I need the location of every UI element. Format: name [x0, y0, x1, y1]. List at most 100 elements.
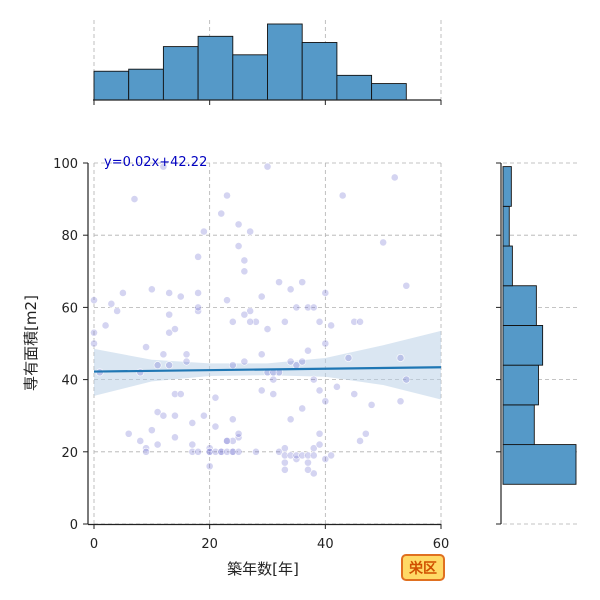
scatter-point	[176, 390, 185, 398]
y-tick-label: 60	[61, 301, 78, 316]
regression-equation: y=0.02x+42.22	[104, 155, 207, 170]
top-hist-bar	[162, 46, 199, 101]
scatter-point	[234, 429, 243, 438]
x-tick-label: 20	[201, 537, 218, 552]
scatter-point	[171, 433, 179, 442]
scatter-point	[90, 328, 98, 337]
scatter-point	[147, 285, 156, 294]
scatter-point	[257, 292, 266, 301]
scatter-point	[199, 227, 208, 236]
scatter-point	[171, 325, 179, 333]
y-tick-label: 40	[61, 374, 78, 389]
right-hist-bar	[502, 245, 513, 287]
scatter-point	[159, 162, 168, 171]
scatter-point	[228, 317, 237, 326]
top-hist-bar	[267, 23, 303, 101]
scatter-point	[321, 339, 330, 348]
scatter-point	[304, 346, 312, 355]
scatter-point	[113, 307, 122, 315]
scatter-point	[269, 375, 278, 384]
scatter-point	[228, 361, 237, 370]
scatter-point	[350, 317, 359, 326]
scatter-point	[124, 429, 133, 438]
scatter-point	[332, 382, 341, 391]
scatter-point	[315, 386, 324, 395]
scatter-point	[327, 451, 336, 460]
scatter-point	[223, 437, 231, 445]
scatter-point	[321, 397, 330, 406]
scatter-point	[252, 447, 260, 456]
scatter-point	[390, 173, 399, 182]
scatter-point	[286, 285, 295, 294]
top-hist-bar	[301, 42, 338, 101]
x-axis-label: 築年数[年]	[227, 560, 299, 578]
scatter-point	[309, 444, 318, 453]
scatter-point	[263, 325, 272, 333]
scatter-point	[344, 354, 353, 362]
scatter-point	[153, 361, 162, 370]
x-tick-label: 0	[90, 537, 98, 552]
scatter-point	[304, 303, 312, 312]
scatter-point	[350, 390, 359, 398]
scatter-point	[136, 368, 145, 377]
scatter-point	[309, 375, 318, 384]
scatter-point	[165, 289, 174, 297]
scatter-point	[246, 307, 255, 315]
scatter-point	[298, 357, 307, 366]
scatter-point	[280, 451, 289, 460]
scatter-point	[315, 429, 324, 438]
scatter-point	[142, 343, 150, 352]
y-tick-label: 0	[70, 518, 78, 533]
scatter-point	[159, 350, 168, 359]
y-tick-label: 20	[61, 446, 78, 461]
scatter-point	[263, 162, 272, 171]
top-hist-bar	[93, 70, 130, 101]
scatter-point	[194, 303, 202, 312]
district-badge-box	[401, 554, 445, 581]
scatter-point	[188, 440, 197, 449]
district-badge-label: 栄区	[408, 560, 437, 577]
scatter-point	[269, 390, 278, 398]
top-hist-bar	[232, 54, 268, 101]
scatter-point	[257, 350, 266, 359]
scatter-point	[298, 404, 307, 413]
scatter-point	[205, 462, 214, 471]
scatter-point	[304, 458, 312, 467]
scatter-point	[309, 451, 318, 460]
scatter-point	[194, 289, 202, 297]
scatter-point	[321, 455, 330, 463]
right-marginal-histogram	[496, 162, 580, 525]
scatter-point	[182, 357, 191, 366]
scatter-point	[315, 440, 324, 449]
scatter-point	[142, 447, 150, 456]
y-axis-label: 専有面積[m2]	[22, 295, 40, 391]
scatter-point	[136, 437, 145, 445]
scatter-point	[304, 465, 312, 474]
scatter-point	[234, 242, 243, 250]
scatter-point	[205, 447, 214, 456]
scatter-point	[217, 209, 226, 218]
scatter-point	[286, 415, 295, 424]
scatter-point	[379, 238, 388, 247]
scatter-point	[240, 267, 249, 276]
scatter-point	[252, 317, 260, 326]
scatter-point	[223, 191, 231, 200]
scatter-point	[367, 400, 376, 409]
scatter-point	[147, 426, 156, 435]
scatter-point	[165, 310, 174, 319]
scatter-point	[257, 386, 266, 395]
scatter-point	[240, 310, 249, 319]
top-hist-bar	[371, 83, 407, 101]
scatter-point	[211, 422, 220, 431]
scatter-point	[280, 444, 289, 453]
scatter-point	[356, 437, 364, 445]
scatter-point	[171, 390, 179, 398]
confidence-band	[94, 330, 441, 400]
scatter-point	[119, 289, 127, 297]
scatter-point	[280, 317, 289, 326]
scatter-point	[315, 317, 324, 326]
scatter-point	[228, 447, 237, 456]
right-hist-bar	[502, 404, 535, 446]
scatter-point	[194, 447, 202, 456]
scatter-point	[246, 317, 255, 326]
